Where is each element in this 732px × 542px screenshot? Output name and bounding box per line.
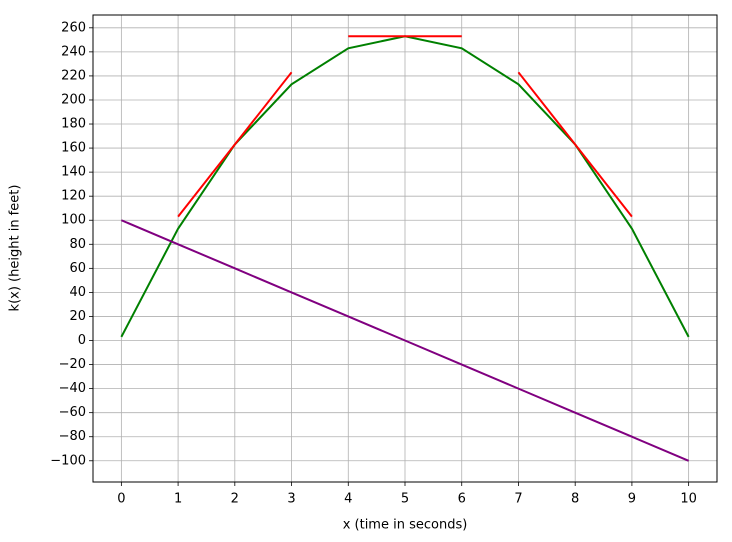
x-tick-label: 0: [117, 492, 125, 507]
x-tick-label: 4: [344, 492, 352, 507]
y-tick-label: −60: [59, 405, 86, 420]
y-tick-label: 260: [61, 20, 86, 35]
y-tick-label: −80: [59, 429, 86, 444]
y-tick-label: −20: [59, 357, 86, 372]
y-tick-label: 160: [61, 141, 86, 156]
x-tick-label: 10: [680, 492, 697, 507]
y-tick-label: 60: [69, 261, 86, 276]
y-tick-label: 140: [61, 165, 86, 180]
x-axis-label: x (time in seconds): [343, 518, 468, 533]
y-tick-label: 80: [69, 237, 86, 252]
y-tick-label: −40: [59, 381, 86, 396]
y-tick-label: 120: [61, 189, 86, 204]
y-axis-label: k(x) (height in feet): [8, 185, 23, 312]
x-tick-label: 2: [231, 492, 239, 507]
y-tick-label: 40: [69, 285, 86, 300]
x-tick-label: 8: [571, 492, 579, 507]
y-tick-label: −100: [50, 453, 86, 468]
x-tick-label: 3: [287, 492, 295, 507]
series-line: [517, 71, 633, 218]
y-tick-label: 180: [61, 117, 86, 132]
y-tick-label: 0: [78, 333, 86, 348]
y-tick-label: 100: [61, 213, 86, 228]
plot-frame: [92, 14, 718, 483]
x-tick-label: 7: [514, 492, 522, 507]
x-tick-label: 6: [458, 492, 466, 507]
x-tick-label: 5: [401, 492, 409, 507]
series-line: [177, 71, 293, 218]
x-tick-label: 1: [174, 492, 182, 507]
y-tick-label: 200: [61, 92, 86, 107]
series-line: [120, 219, 690, 462]
y-tick-label: 220: [61, 68, 86, 83]
x-tick-label: 9: [628, 492, 636, 507]
y-tick-label: 240: [61, 44, 86, 59]
y-tick-label: 20: [69, 309, 86, 324]
